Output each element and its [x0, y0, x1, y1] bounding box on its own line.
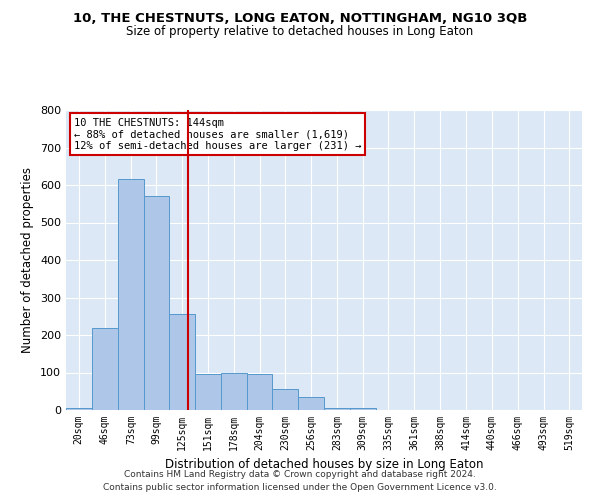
Bar [169, 314, 195, 410]
Bar [118, 180, 143, 410]
Text: 10 THE CHESTNUTS: 144sqm
← 88% of detached houses are smaller (1,619)
12% of sem: 10 THE CHESTNUTS: 144sqm ← 88% of detach… [74, 118, 361, 150]
Text: 10, THE CHESTNUTS, LONG EATON, NOTTINGHAM, NG10 3QB: 10, THE CHESTNUTS, LONG EATON, NOTTINGHA… [73, 12, 527, 26]
Text: Size of property relative to detached houses in Long Eaton: Size of property relative to detached ho… [127, 25, 473, 38]
Bar [247, 374, 272, 410]
Bar [143, 196, 169, 410]
Bar [195, 374, 221, 410]
X-axis label: Distribution of detached houses by size in Long Eaton: Distribution of detached houses by size … [165, 458, 483, 471]
Bar [325, 408, 350, 410]
Bar [221, 372, 247, 410]
Bar [298, 397, 325, 410]
Text: Contains HM Land Registry data © Crown copyright and database right 2024.: Contains HM Land Registry data © Crown c… [124, 470, 476, 479]
Bar [66, 408, 92, 410]
Bar [350, 408, 376, 410]
Bar [272, 390, 298, 410]
Text: Contains public sector information licensed under the Open Government Licence v3: Contains public sector information licen… [103, 484, 497, 492]
Y-axis label: Number of detached properties: Number of detached properties [22, 167, 34, 353]
Bar [92, 328, 118, 410]
